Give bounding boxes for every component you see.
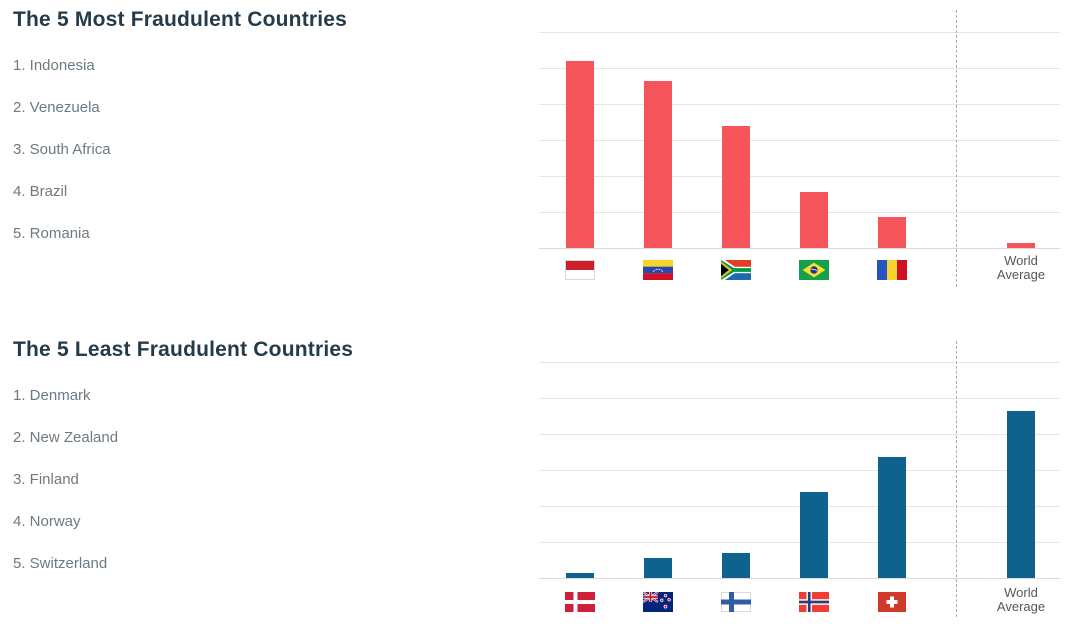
bar-world-average — [1007, 411, 1035, 578]
most-fraudulent-title: The 5 Most Fraudulent Countries — [13, 8, 348, 31]
gridline — [539, 140, 1060, 141]
romania-flag-icon — [876, 260, 907, 280]
list-item-finland: 3. Finland — [13, 471, 79, 488]
list-item-south-africa: 3. South Africa — [13, 141, 111, 158]
bar-norway — [799, 492, 828, 578]
gridline — [539, 176, 1060, 177]
world-average-label: World Average — [996, 585, 1046, 614]
gridline — [539, 506, 1060, 507]
gridline — [539, 362, 1060, 363]
x-axis-baseline — [539, 578, 1060, 579]
list-item-denmark: 1. Denmark — [13, 387, 91, 404]
bar-world-average — [1007, 243, 1035, 248]
gridline — [539, 470, 1060, 471]
bar-venezuela — [643, 81, 672, 248]
gridline — [539, 542, 1060, 543]
gridline — [539, 104, 1060, 105]
list-item-indonesia: 1. Indonesia — [13, 57, 95, 74]
bar-switzerland — [877, 457, 906, 578]
x-axis-baseline — [539, 248, 1060, 249]
brazil-flag-icon — [798, 260, 829, 280]
gridline — [539, 434, 1060, 435]
list-item-switzerland: 5. Switzerland — [13, 555, 108, 572]
south-africa-flag-icon — [720, 260, 751, 280]
indonesia-flag-icon — [564, 260, 595, 280]
new-zealand-flag-icon — [642, 592, 673, 612]
bar-indonesia — [565, 61, 594, 248]
norway-flag-icon — [798, 592, 829, 612]
bar-finland — [721, 553, 750, 578]
bar-romania — [877, 217, 906, 248]
finland-flag-icon — [720, 592, 751, 612]
list-item-venezuela: 2. Venezuela — [13, 99, 100, 116]
gridline — [539, 398, 1060, 399]
least-fraudulent-title: The 5 Least Fraudulent Countries — [13, 338, 354, 361]
switzerland-flag-icon — [877, 592, 907, 612]
bar-denmark — [565, 573, 594, 578]
gridline — [539, 212, 1060, 213]
denmark-flag-icon — [564, 592, 595, 612]
bar-new-zealand — [643, 558, 672, 578]
world-average-label: World Average — [996, 253, 1046, 282]
bar-brazil — [799, 192, 828, 248]
list-item-new-zealand: 2. New Zealand — [13, 429, 119, 446]
gridline — [539, 32, 1060, 33]
bar-south-africa — [721, 126, 750, 248]
list-item-romania: 5. Romania — [13, 225, 90, 242]
world-average-separator-line — [956, 10, 957, 287]
world-average-separator-line — [956, 341, 957, 617]
gridline — [539, 68, 1060, 69]
list-item-brazil: 4. Brazil — [13, 183, 68, 200]
list-item-norway: 4. Norway — [13, 513, 81, 530]
venezuela-flag-icon — [642, 260, 673, 280]
